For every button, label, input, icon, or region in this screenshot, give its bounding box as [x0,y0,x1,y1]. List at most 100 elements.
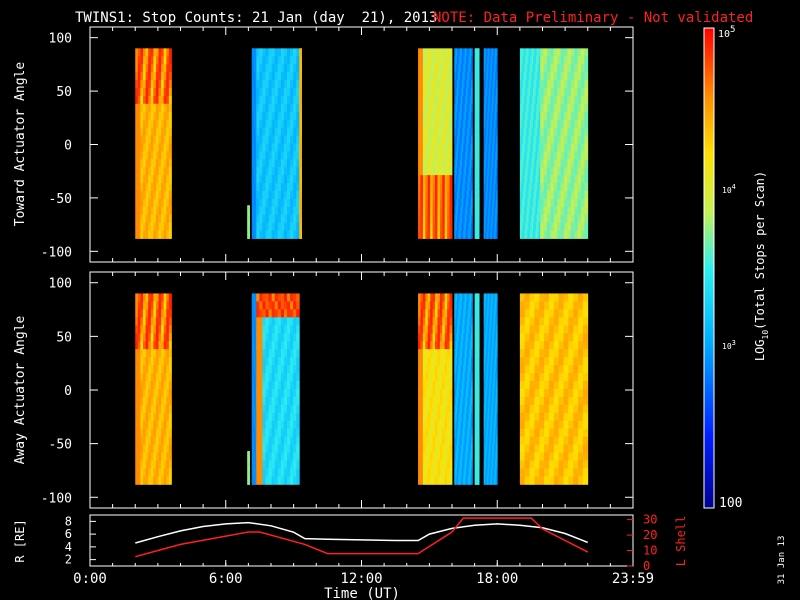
heatmap-cell [563,159,568,168]
heatmap-cell [268,349,273,358]
heatmap-cell [249,215,250,217]
heatmap-cell [293,380,297,390]
heatmap-cell [467,222,469,231]
heatmap-cell [430,190,433,200]
heatmap-cell [166,167,170,176]
heatmap-cell [557,111,561,121]
heatmap-cell [290,214,294,224]
heatmap-cell [422,95,426,105]
heatmap-cell [265,365,269,374]
heatmap-cell [277,95,282,105]
heatmap-cell [490,183,492,192]
heatmap-cell [550,175,555,184]
heatmap-cell [522,151,525,160]
heatmap-cell [567,48,572,57]
heatmap-cell [166,119,170,128]
heatmap-cell [547,95,551,105]
heatmap-cell [577,159,582,168]
heatmap-cell [437,72,441,81]
heatmap-cell [454,127,456,136]
heatmap-cell [547,119,551,128]
heatmap-cell [153,373,157,382]
heatmap-cell [249,209,250,212]
heatmap-cell [467,214,469,224]
heatmap-cell [460,230,463,239]
heatmap-cell [458,167,460,176]
heatmap-cell [163,183,167,192]
heatmap-cell [567,159,572,168]
heatmap-cell [483,127,486,136]
heatmap-cell [274,143,279,152]
heatmap-cell [492,151,494,160]
heatmap-cell [478,72,480,81]
heatmap-cell [140,190,144,200]
heatmap-cell [145,56,149,65]
heatmap-cell [163,214,167,224]
heatmap-cell [537,159,540,168]
heatmap-cell [277,388,282,398]
heatmap-cell [145,72,149,81]
heatmap-cell [163,222,167,231]
heatmap-cell [547,56,551,65]
heatmap-cell [256,333,260,342]
heatmap-cell [465,206,468,216]
heatmap-cell [469,206,472,216]
heatmap-cell [462,214,464,224]
heatmap-cell [418,103,421,113]
heatmap-cell [574,127,578,136]
heatmap-cell [158,87,162,97]
heatmap-cell [422,222,426,231]
heatmap-cell [489,135,491,144]
heatmap-cell [580,175,585,184]
heatmap-cell [422,72,426,81]
heatmap-cell [491,127,493,136]
heatmap-cell [467,151,469,160]
heatmap-cell [287,222,291,231]
heatmap-cell [577,135,582,144]
heatmap-cell [148,333,152,342]
heatmap-cell [492,183,494,192]
heatmap-cell [496,95,498,105]
heatmap-cell [524,87,527,97]
heatmap-cell [456,175,459,184]
heatmap-cell [527,167,529,176]
heatmap-cell [161,309,165,318]
heatmap-cell [543,127,548,136]
heatmap-cell [287,333,291,342]
heatmap-cell [435,135,438,144]
heatmap-cell [492,190,494,200]
heatmap-cell [442,64,446,73]
heatmap-cell [485,87,487,97]
heatmap-cell [534,206,537,216]
heatmap-cell [460,198,463,208]
heatmap-cell [528,175,531,184]
heatmap-cell [143,103,146,113]
heatmap-cell [487,206,489,216]
heatmap-cell [535,127,538,136]
heatmap-cell [537,175,540,184]
heatmap-cell [460,135,463,144]
heatmap-cell [168,341,172,350]
heatmap-cell [442,135,446,144]
heatmap-cell [519,222,522,231]
heatmap-cell [280,333,285,342]
heatmap-cell [427,143,431,152]
heatmap-cell [439,151,443,160]
heatmap-cell [277,190,282,200]
heatmap-cell [488,151,490,160]
heatmap-cell [465,127,468,136]
heatmap-cell [557,143,561,152]
heatmap-cell [553,175,558,184]
heatmap-cell [422,48,426,57]
heatmap-cell [478,103,480,113]
heatmap-cell [471,206,473,216]
heatmap-cell [145,206,149,216]
heatmap-cell [256,293,260,302]
heatmap-cell [460,48,463,57]
heatmap-cell [135,206,139,216]
heatmap-cell [155,396,159,406]
heatmap-cell [584,56,589,65]
heatmap-cell [163,230,167,239]
heatmap-cell [166,341,170,350]
heatmap-cell [274,412,279,422]
